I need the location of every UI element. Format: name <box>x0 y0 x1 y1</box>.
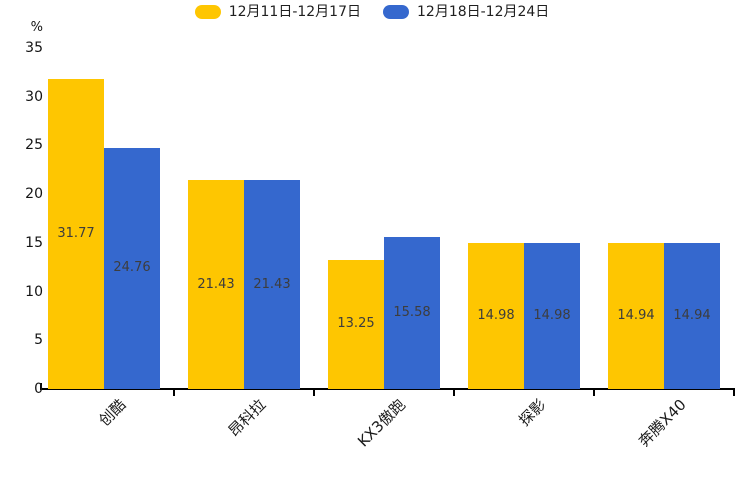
bar <box>188 180 244 389</box>
bar-value-label: 31.77 <box>57 226 95 242</box>
x-tick-label: 昂科拉 <box>224 395 270 441</box>
bar <box>244 180 300 389</box>
bar <box>384 237 440 389</box>
axis-origin-tick <box>40 383 42 388</box>
axis-tick-icon <box>313 390 315 396</box>
y-tick-label: 5 <box>34 332 43 349</box>
bar-value-label: 14.98 <box>533 308 571 324</box>
bar <box>328 259 384 389</box>
y-tick-label: 0 <box>34 381 43 397</box>
bar <box>48 79 104 389</box>
legend-item-week2[interactable]: 12月18日-12月24日 <box>383 5 549 19</box>
x-axis-line <box>40 388 735 390</box>
legend-swatch-blue-icon <box>383 5 409 19</box>
y-tick-label: 30 <box>25 88 43 105</box>
bar <box>524 243 580 389</box>
legend-item-week1[interactable]: 12月11日-12月17日 <box>194 4 361 20</box>
legend-label-week2: 12月18日-12月24日 <box>417 4 550 20</box>
x-tick-label: 创酷 <box>95 395 130 430</box>
bar-value-label: 21.43 <box>253 276 291 292</box>
bar <box>608 243 664 389</box>
bar-value-label: 13.25 <box>337 316 375 332</box>
y-axis-unit-label: % <box>30 20 43 35</box>
x-tick-label: 奔腾X40 <box>634 395 690 451</box>
axis-tick-icon <box>453 390 455 396</box>
x-tick-label: KX3傲跑 <box>354 395 410 451</box>
y-tick-label: 35 <box>25 40 43 56</box>
legend-swatch-yellow-icon <box>194 5 221 19</box>
bar <box>468 243 524 389</box>
bar-value-label: 15.58 <box>393 305 431 321</box>
x-tick-label: 探影 <box>515 395 550 430</box>
bar-value-label: 14.98 <box>477 308 515 324</box>
bar-value-label: 14.94 <box>617 308 655 324</box>
bar <box>104 147 160 389</box>
legend-label-week1: 12月11日-12月17日 <box>228 4 361 20</box>
y-tick-label: 10 <box>25 283 43 300</box>
bar-value-label: 21.43 <box>197 276 235 292</box>
bar <box>664 243 720 389</box>
axis-tick-icon <box>593 390 595 396</box>
y-tick-label: 15 <box>25 234 43 251</box>
axis-tick-icon <box>173 390 175 396</box>
legend: 12月11日-12月17日 12月18日-12月24日 <box>0 5 744 19</box>
axis-tick-icon <box>733 390 735 396</box>
y-tick-label: 20 <box>25 186 43 203</box>
bar-value-label: 24.76 <box>113 260 151 276</box>
bar-value-label: 14.94 <box>673 308 711 324</box>
y-tick-label: 25 <box>25 137 43 154</box>
